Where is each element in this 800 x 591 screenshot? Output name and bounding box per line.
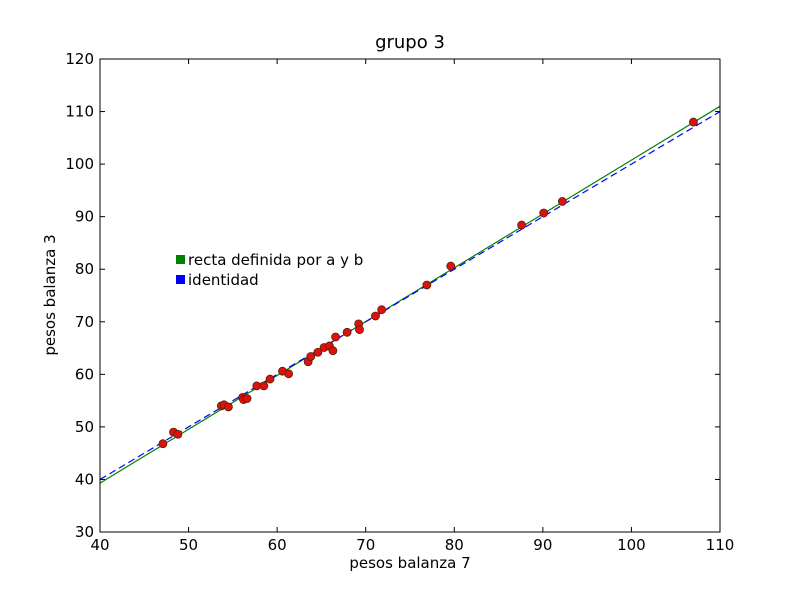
- data-point: [331, 332, 341, 342]
- data-point: [377, 305, 387, 315]
- legend: recta definida por a y b identidad: [176, 251, 363, 289]
- x-tick-label: 110: [706, 536, 735, 554]
- y-axis-label: pesos balanza 3: [41, 234, 59, 355]
- data-point: [342, 327, 352, 337]
- legend-swatch: [176, 255, 185, 264]
- data-point: [689, 117, 698, 127]
- y-tick-label: 110: [65, 103, 94, 121]
- data-point: [173, 429, 183, 439]
- y-tick-label: 60: [75, 365, 94, 383]
- legend-label: recta definida por a y b: [188, 251, 363, 269]
- y-tick-label: 50: [75, 418, 94, 436]
- data-point: [371, 311, 380, 321]
- data-point: [446, 261, 456, 271]
- y-tick-label: 100: [65, 155, 94, 173]
- y-tick-label: 80: [75, 260, 94, 278]
- data-point: [224, 402, 233, 412]
- data-point: [328, 346, 338, 356]
- x-axis-ticks: 40 50 60 70 80 90 100 110: [90, 59, 734, 554]
- series-line-2: [99, 111, 721, 480]
- x-axis-label: pesos balanza 7: [349, 554, 470, 572]
- chart-title: grupo 3: [375, 32, 445, 53]
- y-tick-label: 90: [75, 208, 94, 226]
- data-point: [259, 381, 269, 391]
- data-point: [422, 280, 432, 290]
- data-point: [517, 220, 526, 230]
- data-point: [539, 208, 549, 218]
- plot-frame: [99, 58, 721, 533]
- data-point: [284, 369, 294, 379]
- legend-label: identidad: [188, 271, 259, 289]
- y-tick-label: 40: [75, 470, 94, 488]
- data-points: [158, 117, 698, 449]
- data-point: [306, 352, 316, 361]
- legend-swatch: [176, 275, 185, 284]
- series-lines: [99, 105, 721, 484]
- x-tick-label: 50: [179, 536, 198, 554]
- y-tick-label: 70: [75, 313, 94, 331]
- y-tick-label: 30: [75, 523, 94, 541]
- x-tick-label: 100: [617, 536, 646, 554]
- plot-background: [100, 59, 720, 532]
- x-tick-label: 90: [533, 536, 552, 554]
- y-tick-label: 120: [65, 50, 94, 68]
- series-line-1: [99, 105, 721, 484]
- data-point: [557, 197, 567, 206]
- x-tick-label: 60: [268, 536, 287, 554]
- data-point: [158, 439, 168, 449]
- x-tick-label: 80: [445, 536, 464, 554]
- y-axis-ticks: 30 40 50 60 70 80 90 100 110 120: [65, 50, 720, 541]
- data-point: [242, 394, 252, 403]
- x-tick-label: 70: [356, 536, 375, 554]
- data-point: [355, 325, 364, 335]
- data-point: [313, 347, 323, 357]
- x-tick-label: 40: [90, 536, 109, 554]
- data-point: [265, 374, 275, 384]
